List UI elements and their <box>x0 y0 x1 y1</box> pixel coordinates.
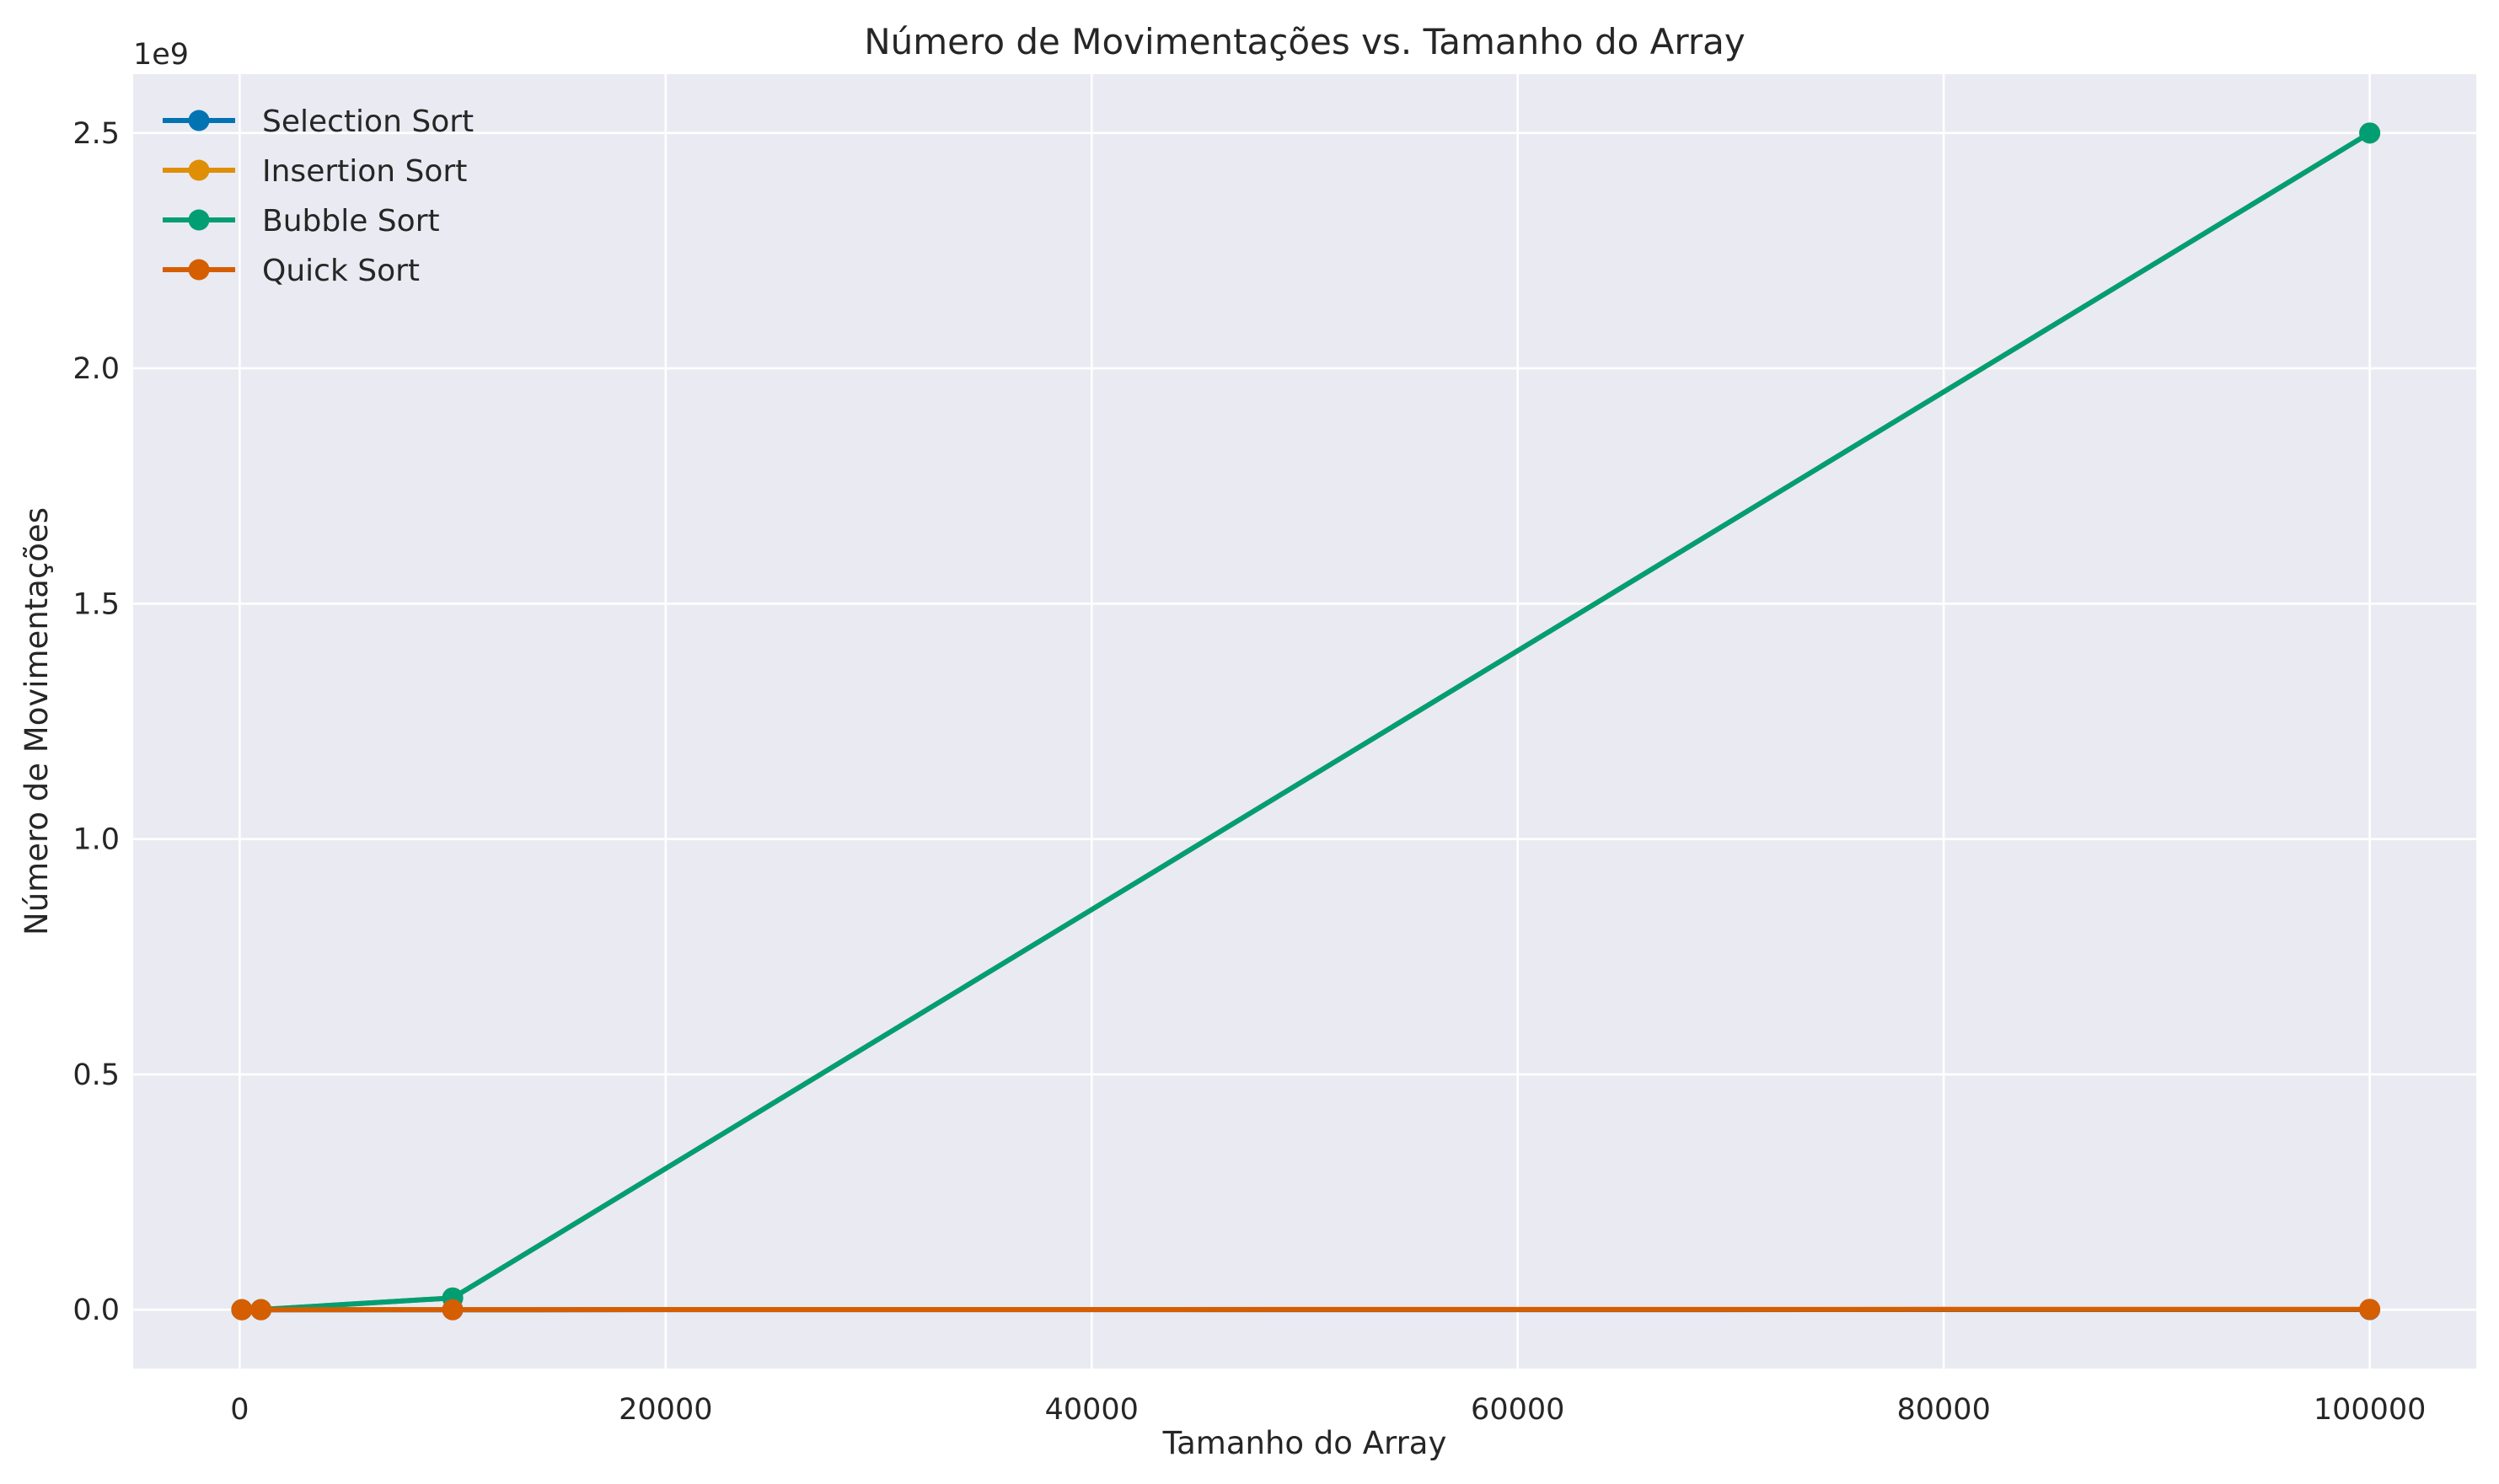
y-tick-label: 1.5 <box>72 587 120 621</box>
x-tick-label: 100000 <box>2314 1393 2427 1427</box>
y-tick-label: 0.5 <box>72 1058 120 1092</box>
legend-marker <box>188 259 210 281</box>
legend-marker <box>188 159 210 181</box>
data-point-quick-sort <box>2359 1299 2381 1321</box>
chart-title: Número de Movimentações vs. Tamanho do A… <box>864 21 1746 62</box>
legend-label: Bubble Sort <box>262 204 440 238</box>
series-quick-sort <box>231 1299 2381 1321</box>
y-axis-label: Número de Movimentações <box>19 507 55 935</box>
data-point-quick-sort <box>250 1299 272 1321</box>
x-axis-label: Tamanho do Array <box>1162 1425 1447 1461</box>
y-offset-label: 1e9 <box>133 38 189 72</box>
legend: Selection Sort Insertion Sort Bubble Sort Q… <box>163 104 474 288</box>
legend-marker <box>188 110 210 131</box>
y-tick-label: 0.0 <box>72 1294 120 1327</box>
x-tick-label: 80000 <box>1897 1393 1991 1427</box>
legend-item-bubble-sort: Bubble Sort <box>163 204 440 238</box>
legend-label: Selection Sort <box>262 104 474 139</box>
x-tick-label: 40000 <box>1045 1393 1139 1427</box>
legend-item-selection-sort: Selection Sort <box>163 104 474 139</box>
legend-item-insertion-sort: Insertion Sort <box>163 154 467 189</box>
x-axis-ticks: 0 20000 40000 60000 80000 100000 <box>230 1393 2426 1427</box>
x-tick-label: 60000 <box>1471 1393 1564 1427</box>
plot-area <box>133 74 2476 1369</box>
legend-item-quick-sort: Quick Sort <box>163 254 420 288</box>
data-point-bubble-sort <box>2359 122 2381 144</box>
data-point-quick-sort <box>442 1299 464 1321</box>
y-tick-label: 1.0 <box>72 823 120 857</box>
legend-marker <box>188 209 210 231</box>
legend-label: Quick Sort <box>262 254 420 288</box>
x-tick-label: 20000 <box>619 1393 712 1427</box>
y-tick-label: 2.5 <box>72 117 120 151</box>
data-point-quick-sort <box>231 1299 253 1321</box>
series-lines <box>231 122 2381 1321</box>
y-tick-label: 2.0 <box>72 352 120 386</box>
x-tick-label: 0 <box>230 1393 249 1427</box>
legend-label: Insertion Sort <box>262 154 467 189</box>
y-axis-ticks: 0.0 0.5 1.0 1.5 2.0 2.5 <box>72 117 120 1327</box>
